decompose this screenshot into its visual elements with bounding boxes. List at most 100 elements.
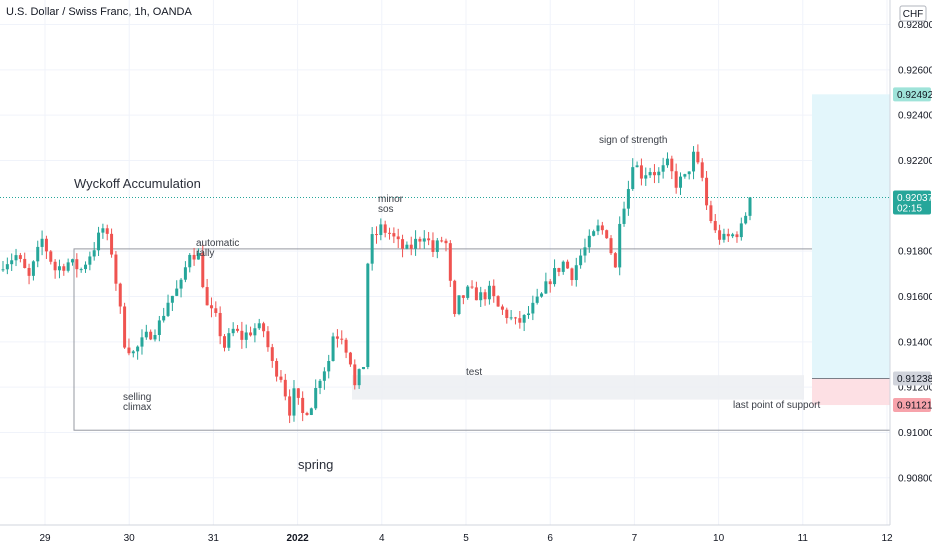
candle-body [557,268,561,272]
candle-body [483,292,487,300]
candle-body [227,333,231,348]
stop-price-badge-value: 0.91121 [897,401,932,412]
annotation-line: minor [378,194,404,205]
candle-body [162,315,166,321]
candle-body [127,347,131,354]
candle-body [540,293,544,297]
candle-body [57,266,61,271]
candle-body [414,238,418,249]
candle-body [583,247,587,256]
candle-body [718,230,722,240]
candle-body [84,264,88,270]
candle-body [136,346,140,352]
candle-body [474,287,478,301]
candle-body [427,238,431,241]
candle-body [657,171,661,176]
candle-body [453,280,457,315]
annotation-line: climax [123,402,151,413]
support-zone [352,375,804,400]
candle-body [639,165,643,179]
candle-body [635,165,639,168]
candle-body [522,315,526,323]
candle-body [88,256,92,265]
candle-body [470,286,474,288]
candle-body [370,234,374,264]
annotation-lps: last point of support [733,400,820,411]
candle-body [492,285,496,297]
candle-body [648,172,652,176]
candle-body [97,232,101,251]
candle-body [401,239,405,249]
candle-body [205,287,209,306]
candle-body [544,281,548,294]
candle-body [361,367,365,370]
candle-body [292,388,296,416]
candle-body [531,302,535,314]
candle-body [548,281,552,285]
candle-body [275,360,279,377]
candle-body [448,243,452,281]
x-tick-label: 7 [632,533,638,544]
candle-body [157,320,161,336]
candle-body [1,269,5,271]
annotation-line: sos [378,204,394,215]
candle-body [622,208,626,224]
y-tick-label: 0.91200 [898,383,932,394]
annotation-test: test [466,367,482,378]
candle-body [331,336,335,362]
candle-body [574,265,578,281]
candle-body [240,330,244,340]
candle-body [496,296,500,307]
target-zone [812,94,890,379]
candle-body [487,285,491,300]
candle-body [318,380,322,388]
candle-body [366,263,370,368]
candle-body [314,387,318,409]
candle-body [457,295,461,315]
x-tick-label: 30 [124,533,136,544]
annotation-sign-of-strength: sign of strength [599,135,667,146]
candle-body [92,250,96,257]
candle-body [605,230,609,239]
candle-body [44,238,48,252]
annotation-minor-sos: minor sos [378,194,404,215]
candle-body [709,205,713,222]
candle-body [201,252,205,288]
y-tick-label: 0.92600 [898,65,932,76]
candle-body [692,151,696,172]
candle-body [175,288,179,296]
candle-body [609,238,613,254]
entry-price-badge-value: 0.91238 [897,374,932,385]
candles [1,144,752,424]
candle-body [23,258,27,268]
candle-body [553,268,557,285]
candle-body [731,234,735,237]
candle-body [587,235,591,248]
candle-body [405,244,409,249]
annotations: Wyckoff Accumulation selling climax automat… [74,135,820,472]
candle-body [513,317,517,319]
candle-body [27,267,31,276]
stop-price-badge-bg [893,398,931,413]
x-tick-label: 5 [463,533,469,544]
candle-body [10,260,14,265]
candle-body [101,228,105,233]
candle-body [166,302,170,316]
candle-body [596,225,600,232]
candle-body [309,408,313,415]
candle-body [170,295,174,303]
x-tick-label: 31 [208,533,220,544]
y-tick-label: 0.91400 [898,337,932,348]
candle-body [566,261,570,269]
y-tick-label: 0.91000 [898,428,932,439]
candle-body [353,364,357,386]
candle-body [409,244,413,249]
currency-box [899,5,927,22]
candle-body [335,336,339,339]
candle-body [153,335,157,340]
x-tick-label: 11 [798,533,809,544]
candle-body [140,337,144,347]
candle-body [344,339,348,353]
candle-body [722,233,726,240]
